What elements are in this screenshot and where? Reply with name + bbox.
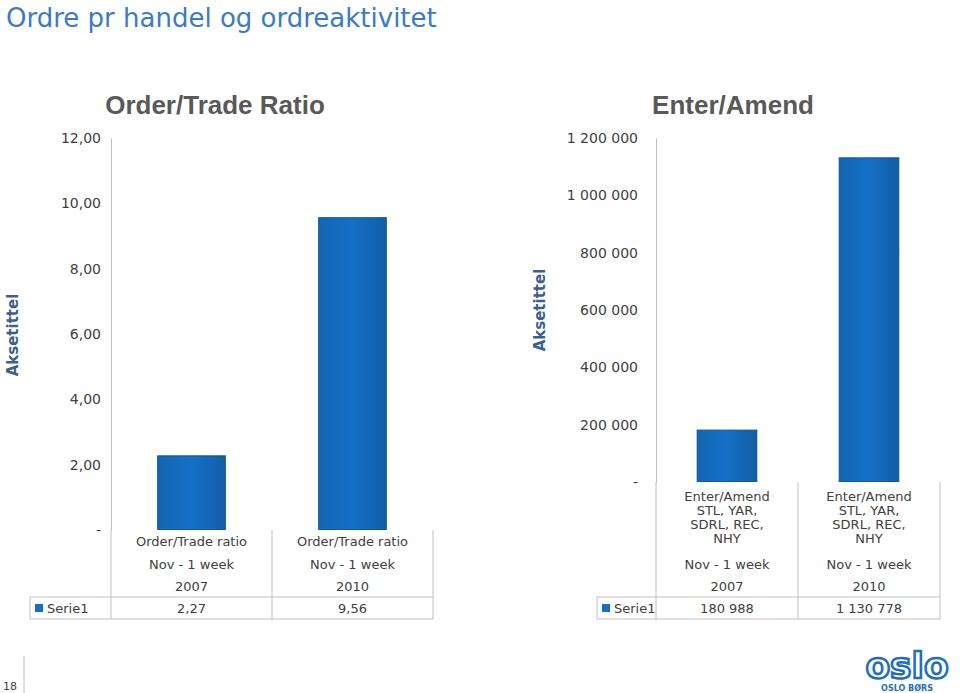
y-tick: 12,00 [61,130,111,146]
y-tick-label: 200 000 [580,417,638,433]
y-tick-label: - [633,474,638,490]
y-tick: 1 200 000 [567,130,656,146]
table-line [656,482,657,619]
logo: oslo [865,645,948,686]
table-line [30,597,31,619]
table-line [30,597,433,598]
legend-swatch [35,604,43,612]
y-tick-label: 2,00 [70,457,101,473]
slide-title: Ordre pr handel og ordreaktivitet [6,3,437,33]
y-tick-label: 600 000 [580,302,638,318]
y-tick: 8,00 [70,261,111,277]
chart: Enter/Amend Aksetittel - 200 000 400 000 600 … [531,90,940,619]
category-label: Nov - 1 week [149,557,234,572]
y-axis: - 200 000 400 000 600 000 800 000 1 000 000 1 … [567,130,657,490]
legend-label: Serie1 [614,601,655,616]
y-tick: - [633,474,656,490]
bar [697,430,757,482]
category-label: Enter/AmendSTL, YAR,SDRL, REC,NHY [826,489,911,546]
bar [319,218,387,530]
y-tick-label: 10,00 [61,195,101,211]
table-line [798,482,799,619]
y-tick: 200 000 [580,417,656,433]
y-tick-label: 400 000 [580,359,638,375]
legend-swatch [602,604,610,612]
category-label: Nov - 1 week [827,557,912,572]
bar [158,456,226,530]
chart-title: Enter/Amend [652,90,814,120]
y-tick: 400 000 [580,359,656,375]
y-tick: 6,00 [70,326,111,342]
chart-title: Order/Trade Ratio [105,90,325,120]
category-label: Nov - 1 week [685,557,770,572]
y-axis-line [111,139,112,531]
data-table: Enter/AmendSTL, YAR,SDRL, REC,NHY Nov - 1… [597,482,940,619]
table-value: 2,27 [177,601,206,616]
y-axis: - 2,00 4,00 6,00 8,00 10,00 12,00 [61,130,112,538]
table-line [597,597,598,619]
y-tick: 2,00 [70,457,111,473]
y-tick: 800 000 [580,245,656,261]
y-tick: 4,00 [70,391,111,407]
table-line [940,482,941,619]
category-label: 2007 [175,579,208,594]
table-value: 180 988 [700,601,754,616]
y-tick-label: 800 000 [580,245,638,261]
category-label: Order/Trade ratio [136,534,247,549]
y-tick: 10,00 [61,195,111,211]
y-tick: 600 000 [580,302,656,318]
bar [839,158,899,482]
y-tick-label: 8,00 [70,261,101,277]
page-number: 18 [3,680,17,693]
table-line [272,530,273,619]
y-tick-label: 4,00 [70,391,101,407]
y-axis-title: Aksetittel [4,294,22,377]
y-tick-label: 1 000 000 [567,187,638,203]
y-axis-line [656,139,657,483]
slide: Ordre pr handel og ordreaktivitet Order/T… [0,0,960,693]
category-label: 2010 [336,579,369,594]
y-tick: - [96,522,111,538]
table-line [433,530,434,619]
data-table: Order/Trade ratio Nov - 1 week 2007 Order/T… [30,530,433,619]
legend-label: Serie1 [47,601,88,616]
table-line [30,619,433,620]
bars [697,158,899,482]
table-value: 1 130 778 [836,601,902,616]
y-tick: 1 000 000 [567,187,656,203]
category-label: 2007 [710,579,743,594]
category-label: Order/Trade ratio [297,534,408,549]
category-label: Enter/AmendSTL, YAR,SDRL, REC,NHY [684,489,769,546]
table-value: 9,56 [338,601,367,616]
footer-rule [24,656,25,693]
table-line [111,530,112,619]
table-line [597,597,940,598]
y-axis-title: Aksetittel [531,269,549,352]
chart: Order/Trade Ratio Aksetittel - 2,00 4,00 6,00… [4,90,433,619]
category-label: 2010 [852,579,885,594]
y-tick-label: 12,00 [61,130,101,146]
table-line [597,619,940,620]
bars [158,218,387,530]
y-tick-label: 6,00 [70,326,101,342]
category-label: Nov - 1 week [310,557,395,572]
y-tick-label: - [96,522,101,538]
y-tick-label: 1 200 000 [567,130,638,146]
logo-caption: OSLO BØRS [881,683,933,693]
